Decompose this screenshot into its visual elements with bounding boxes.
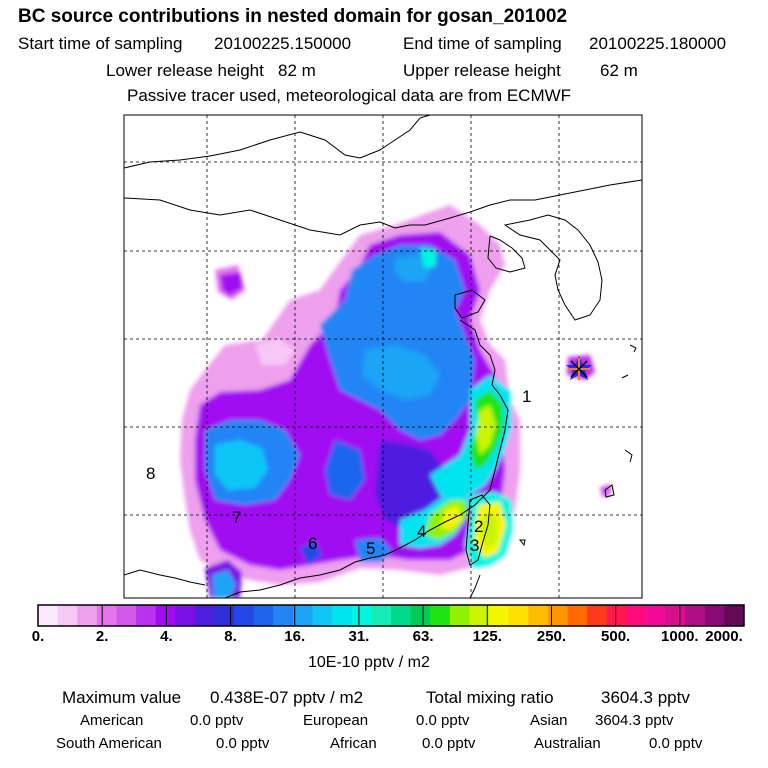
- colorbar-swatch: [567, 605, 588, 626]
- colorbar-swatch: [312, 605, 333, 626]
- colorbar-swatch: [665, 605, 686, 626]
- region-value-asian: 3604.3 pptv: [595, 712, 674, 729]
- total-mixing-value: 3604.3 pptv: [601, 688, 690, 707]
- colorbar-swatch: [587, 605, 608, 626]
- colorbar: [37, 604, 745, 627]
- colorbar-swatch: [645, 605, 667, 626]
- colorbar-swatch: [214, 605, 235, 626]
- colorbar-swatch: [57, 605, 78, 626]
- region-value-australian: 0.0 pptv: [649, 735, 703, 752]
- colorbar-swatch: [116, 605, 137, 626]
- colorbar-tick-label: 4.: [160, 628, 173, 645]
- colorbar-swatch: [253, 605, 274, 626]
- colorbar-swatch: [155, 605, 176, 626]
- region-label-5: 5: [366, 539, 375, 558]
- colorbar-swatch: [547, 605, 568, 626]
- tracer-note: Passive tracer used, meteorological data…: [127, 86, 572, 105]
- colorbar-tick-label: 8.: [224, 628, 237, 645]
- lower-height-label: Lower release height: [106, 61, 264, 80]
- coastlines: [124, 115, 642, 598]
- colorbar-tick-label: 31.: [348, 628, 370, 645]
- colorbar-swatch: [410, 605, 431, 626]
- colorbar-swatch: [508, 605, 529, 626]
- colorbar-tick-label: 250.: [536, 628, 567, 645]
- region-label-7: 7: [232, 508, 241, 527]
- colorbar-swatch: [606, 605, 627, 626]
- colorbar-tick-label: 63.: [412, 628, 434, 645]
- colorbar-swatch: [332, 605, 353, 626]
- total-mixing-label: Total mixing ratio: [426, 688, 554, 707]
- colorbar-tick-label: 500.: [601, 628, 631, 645]
- colorbar-swatch: [96, 605, 117, 626]
- region-value-american: 0.0 pptv: [190, 712, 244, 729]
- colorbar-swatch: [136, 605, 157, 626]
- colorbar-swatch: [273, 605, 294, 626]
- colorbar-swatch: [77, 605, 98, 626]
- colorbar-tick-label: 16.: [284, 628, 306, 645]
- start-time-value: 20100225.150000: [214, 34, 352, 53]
- start-time-label: Start time of sampling: [18, 34, 183, 53]
- colorbar-tick-label: 125.: [472, 628, 502, 645]
- region-name-australian: Australian: [534, 735, 601, 752]
- end-time-value: 20100225.180000: [589, 34, 727, 53]
- region-name-asian: Asian: [530, 712, 568, 729]
- region-name-european: European: [303, 712, 369, 729]
- colorbar-swatch: [626, 605, 647, 626]
- colorbar-swatch: [704, 605, 725, 626]
- colorbar-swatch: [351, 605, 372, 626]
- region-label-3: 3: [470, 536, 479, 555]
- colorbar-swatch: [685, 605, 706, 626]
- colorbar-swatch: [175, 605, 196, 626]
- graticule: [124, 115, 642, 598]
- map-frame: [123, 114, 643, 599]
- region-label-6: 6: [308, 534, 317, 553]
- colorbar-swatch: [430, 605, 451, 626]
- max-value: 0.438E-07 pptv / m2: [210, 688, 364, 707]
- region-label-4: 4: [417, 522, 426, 541]
- colorbar-tick-label: 0.: [31, 628, 45, 645]
- colorbar-tick-label: 1000.: [661, 628, 699, 645]
- colorbar-swatch: [489, 605, 510, 626]
- upper-height-value: 62 m: [600, 61, 638, 80]
- colorbar-tick-label: 2.: [95, 628, 109, 645]
- colorbar-swatch: [724, 605, 745, 626]
- receptor-star-icon: [566, 356, 592, 380]
- contribution-field: [180, 205, 612, 598]
- colorbar-swatch: [38, 605, 59, 626]
- upper-height-label: Upper release height: [403, 61, 561, 80]
- colorbar-swatch: [391, 605, 412, 626]
- colorbar-swatch: [528, 605, 549, 626]
- region-name-south-american: South American: [56, 735, 162, 752]
- colorbar-swatch: [292, 605, 314, 626]
- region-label-8: 8: [146, 464, 155, 483]
- region-value-south-american: 0.0 pptv: [216, 735, 270, 752]
- colorbar-unit: 10E-10 pptv / m2: [308, 654, 430, 671]
- region-name-american: American: [80, 712, 144, 729]
- colorbar-frame: [37, 604, 745, 627]
- colorbar-swatch: [449, 605, 470, 626]
- colorbar-swatch: [194, 605, 215, 626]
- region-name-african: African: [330, 735, 377, 752]
- figure-title: BC source contributions in nested domain…: [18, 6, 568, 27]
- colorbar-swatch: [469, 605, 490, 626]
- colorbar-swatch: [234, 605, 255, 626]
- region-label-2: 2: [474, 517, 483, 536]
- max-value-label: Maximum value: [62, 688, 182, 707]
- colorbar-swatch: [371, 605, 392, 626]
- lower-height-value: 82 m: [278, 61, 316, 80]
- region-value-african: 0.0 pptv: [422, 735, 476, 752]
- end-time-label: End time of sampling: [403, 34, 562, 53]
- region-value-european: 0.0 pptv: [416, 712, 470, 729]
- region-label-1: 1: [522, 387, 531, 406]
- colorbar-tick-label: 2000.: [705, 628, 743, 645]
